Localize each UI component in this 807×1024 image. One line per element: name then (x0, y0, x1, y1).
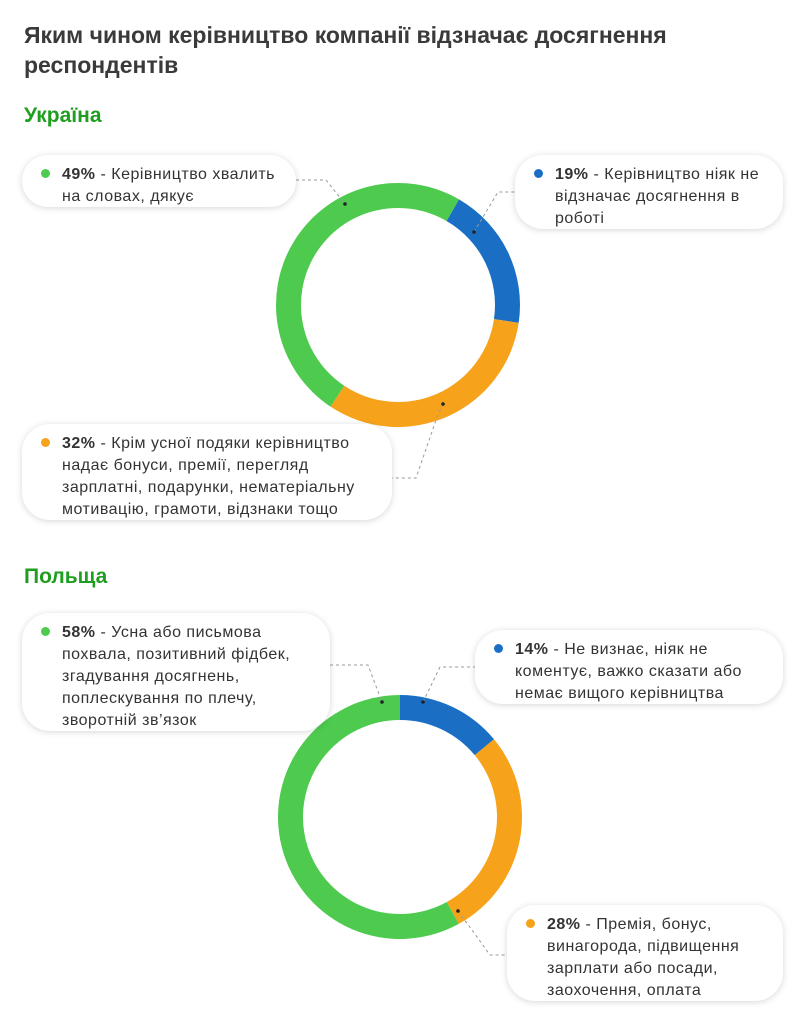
donut-slice-2 (277, 695, 459, 939)
leader-line-ua-orange (392, 403, 444, 479)
legend-callout-pl-blue: 14% - Не визнає, ніяк не коментує, важко… (475, 630, 783, 704)
legend-callout-pl-orange: 28% - Премія, бонус, винагорода, підвище… (507, 905, 783, 1001)
slice-description: Не визнає, ніяк не коментує, важко сказа… (515, 641, 742, 702)
label-separator: - (580, 916, 597, 933)
page-title: Яким чином керівництво компанії відзнача… (24, 22, 667, 78)
legend-dot-orange (41, 438, 50, 447)
leader-point (456, 909, 460, 913)
legend-callout-pl-green: 58% - Усна або письмова похвала, позитив… (22, 613, 330, 731)
leader-points (343, 202, 476, 913)
legend-dot-green (41, 169, 50, 178)
slice-description: Усна або письмова похвала, позитивний фі… (62, 624, 291, 729)
slice-percent-label: 19% (555, 166, 589, 183)
donut-slice-2 (276, 183, 459, 407)
slice-percent-label: 32% (62, 435, 96, 452)
slice-percent-label: 28% (547, 916, 581, 933)
leader-line-pl-orange (457, 910, 507, 956)
leader-lines (296, 179, 515, 956)
label-separator: - (588, 166, 605, 183)
donut-chart-poland (277, 695, 523, 939)
legend-dot-green (41, 627, 50, 636)
label-separator: - (95, 624, 112, 641)
legend-callout-ua-green: 49% - Керівництво хвалить на словах, дяк… (22, 155, 296, 207)
label-separator: - (548, 641, 565, 658)
legend-callout-ua-blue: 19% - Керівництво ніяк не відзначає дося… (515, 155, 783, 229)
slice-description: Керівництво ніяк не відзначає досягнення… (555, 166, 760, 227)
donut-slice-0 (446, 199, 520, 323)
leader-line-pl-green (330, 664, 383, 703)
slice-description: Крім усної подяки керівництво надає бону… (62, 435, 355, 518)
slice-description: Керівництво хвалить на словах, дякує (62, 166, 276, 205)
label-separator: - (95, 166, 112, 183)
legend-callout-ua-orange: 32% - Крім усної подяки керівництво нада… (22, 424, 392, 520)
slice-description: Премія, бонус, винагорода, підвищення за… (547, 916, 740, 999)
leader-point (421, 700, 425, 704)
legend-dot-orange (526, 919, 535, 928)
section-title-ukraine: Україна (24, 104, 102, 127)
leader-point (472, 230, 476, 234)
legend-dot-blue (534, 169, 543, 178)
slice-percent-label: 58% (62, 624, 96, 641)
leader-point (380, 700, 384, 704)
slice-percent-label: 49% (62, 166, 96, 183)
slice-percent-label: 14% (515, 641, 549, 658)
label-separator: - (95, 435, 112, 452)
legend-dot-blue (494, 644, 503, 653)
donut-slice-1 (330, 319, 519, 428)
leader-line-pl-blue (422, 666, 475, 703)
leader-line-ua-green (296, 179, 346, 205)
section-title-poland: Польща (24, 565, 108, 588)
leader-point (343, 202, 347, 206)
donut-chart-ukraine (276, 183, 520, 428)
leader-point (441, 402, 445, 406)
donut-slice-1 (446, 739, 523, 924)
donut-slice-0 (400, 695, 495, 756)
